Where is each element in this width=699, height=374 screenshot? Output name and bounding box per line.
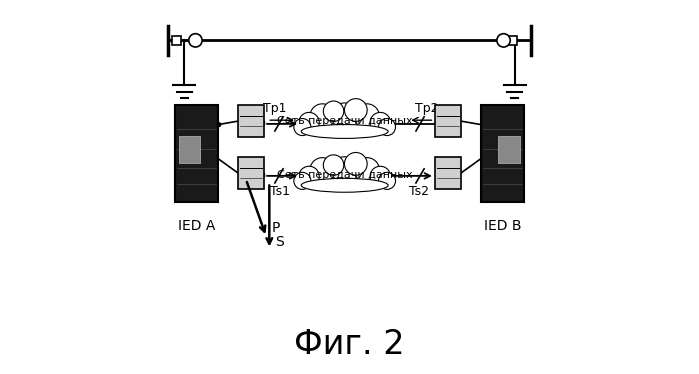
FancyBboxPatch shape (175, 105, 217, 202)
Circle shape (329, 103, 361, 135)
Text: Tp2: Tp2 (415, 102, 439, 114)
FancyBboxPatch shape (238, 157, 264, 189)
Ellipse shape (301, 178, 388, 192)
FancyBboxPatch shape (498, 136, 519, 163)
Circle shape (345, 99, 367, 122)
Circle shape (378, 119, 396, 135)
FancyBboxPatch shape (238, 105, 264, 137)
Text: IED B: IED B (484, 218, 521, 233)
FancyBboxPatch shape (508, 36, 517, 45)
Circle shape (189, 34, 202, 47)
Circle shape (497, 34, 510, 47)
Polygon shape (298, 173, 391, 189)
Circle shape (298, 166, 319, 187)
Circle shape (354, 158, 380, 183)
Circle shape (310, 104, 335, 129)
Circle shape (329, 157, 361, 188)
Circle shape (310, 158, 335, 183)
Circle shape (345, 153, 367, 175)
Text: Фиг. 2: Фиг. 2 (294, 328, 405, 362)
Circle shape (370, 113, 391, 133)
Text: IED A: IED A (178, 218, 215, 233)
FancyBboxPatch shape (435, 105, 461, 137)
Ellipse shape (301, 125, 388, 138)
Text: Сеть передачи данных: Сеть передачи данных (277, 170, 412, 180)
FancyBboxPatch shape (482, 105, 524, 202)
Circle shape (298, 113, 319, 133)
Circle shape (370, 166, 391, 187)
Circle shape (294, 119, 311, 135)
Text: Tp1: Tp1 (263, 102, 287, 114)
FancyBboxPatch shape (435, 157, 461, 189)
Circle shape (354, 104, 380, 129)
Text: S: S (275, 235, 284, 249)
Circle shape (378, 172, 396, 189)
Circle shape (324, 101, 344, 122)
Text: Ts1: Ts1 (270, 185, 289, 198)
Text: Ts2: Ts2 (410, 185, 429, 198)
Circle shape (324, 155, 344, 175)
Circle shape (294, 172, 311, 189)
Text: Сеть передачи данных: Сеть передачи данных (277, 116, 412, 126)
Circle shape (216, 122, 222, 127)
Polygon shape (298, 119, 391, 135)
FancyBboxPatch shape (179, 136, 200, 163)
Text: P: P (272, 221, 280, 234)
FancyBboxPatch shape (172, 36, 181, 45)
